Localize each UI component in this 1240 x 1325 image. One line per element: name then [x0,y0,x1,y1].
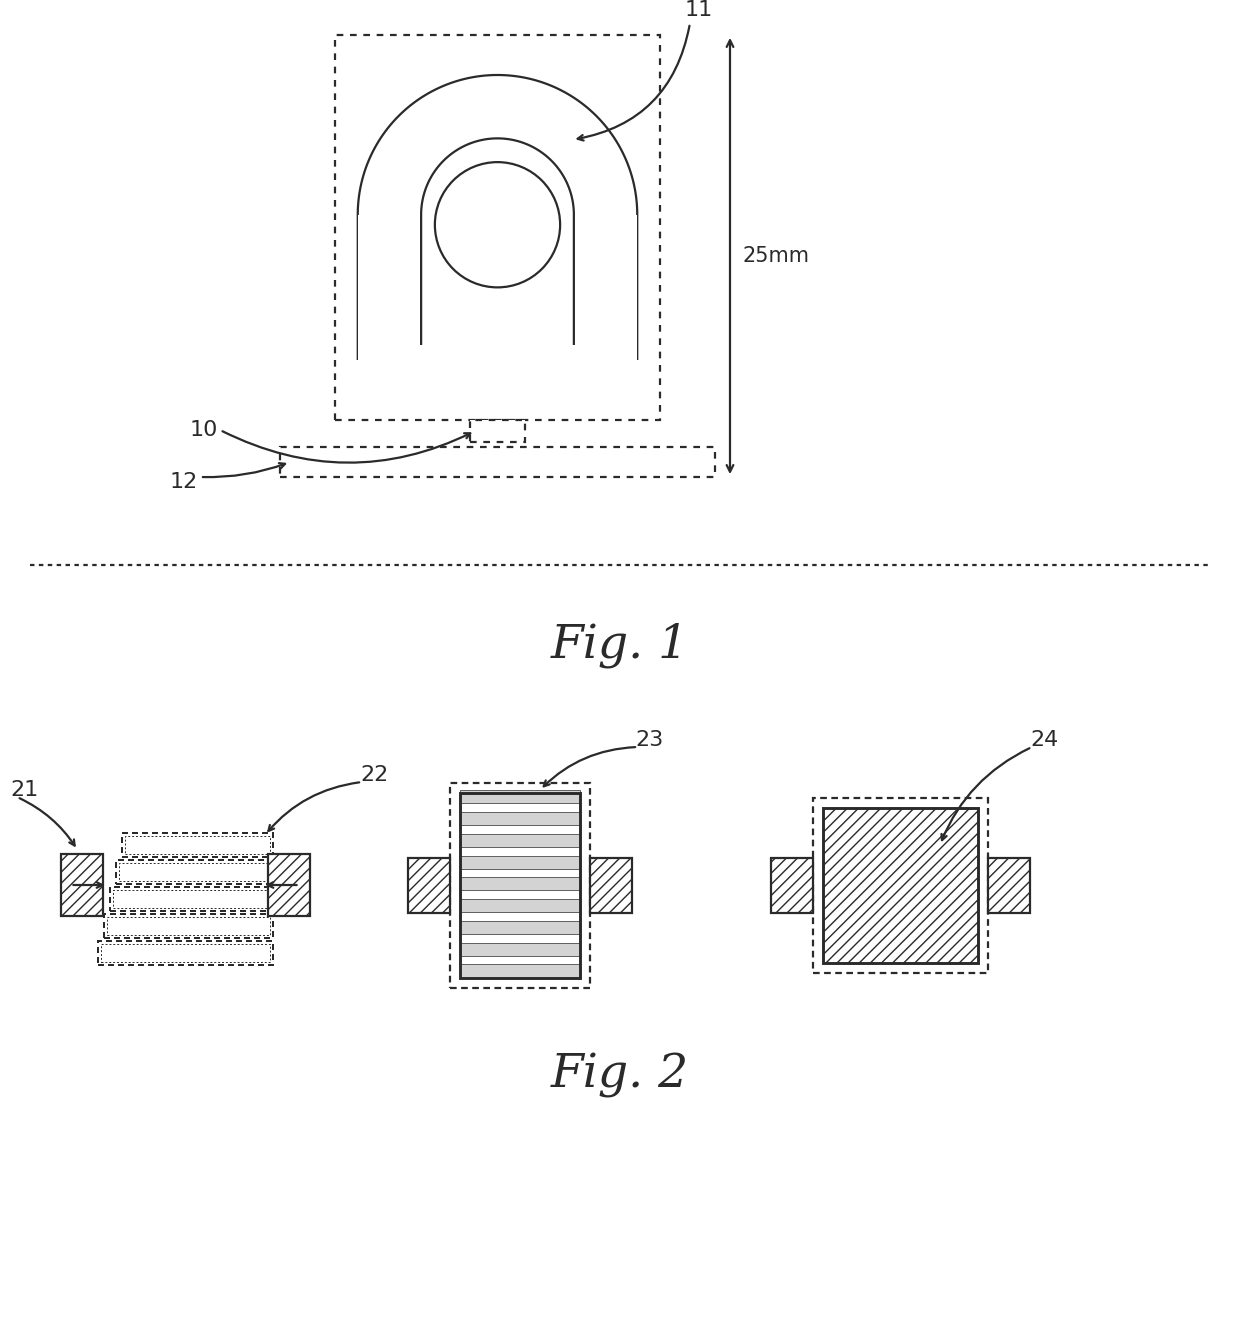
Text: 11: 11 [684,0,713,20]
Text: Fig. 2: Fig. 2 [551,1052,689,1097]
Bar [460,790,580,803]
Bar [590,857,632,913]
Bar [470,420,525,443]
Text: 23: 23 [635,730,663,750]
Bar [460,792,580,978]
Bar [98,941,273,965]
Bar [335,34,660,420]
Text: 21: 21 [10,780,38,800]
Bar [460,921,580,934]
Bar [113,889,269,908]
Bar [450,783,590,987]
Circle shape [435,162,560,288]
Bar [268,855,310,916]
Polygon shape [358,76,637,360]
Bar [408,857,450,913]
Bar [103,913,273,938]
Bar [358,215,422,360]
Bar [574,215,637,360]
Bar [122,832,273,856]
Bar [115,860,273,884]
Text: 24: 24 [1030,730,1058,750]
Bar [987,857,1029,913]
Bar [812,798,987,973]
Bar [124,836,269,853]
Bar [460,942,580,955]
Bar [280,447,715,477]
Bar [822,807,977,962]
Bar [460,877,580,890]
Bar [460,833,580,847]
Bar [100,943,269,962]
Text: 25mm: 25mm [742,246,808,266]
Bar [460,900,580,912]
Bar [109,886,273,910]
Polygon shape [422,138,574,344]
Bar [61,855,103,916]
Bar [107,917,269,934]
Text: 22: 22 [360,765,388,784]
Bar [460,965,580,978]
Text: 10: 10 [190,420,218,440]
Text: 12: 12 [170,472,198,492]
Text: Fig. 1: Fig. 1 [551,623,689,668]
Bar [770,857,812,913]
Bar [460,856,580,869]
Bar [119,863,269,881]
Bar [460,812,580,825]
